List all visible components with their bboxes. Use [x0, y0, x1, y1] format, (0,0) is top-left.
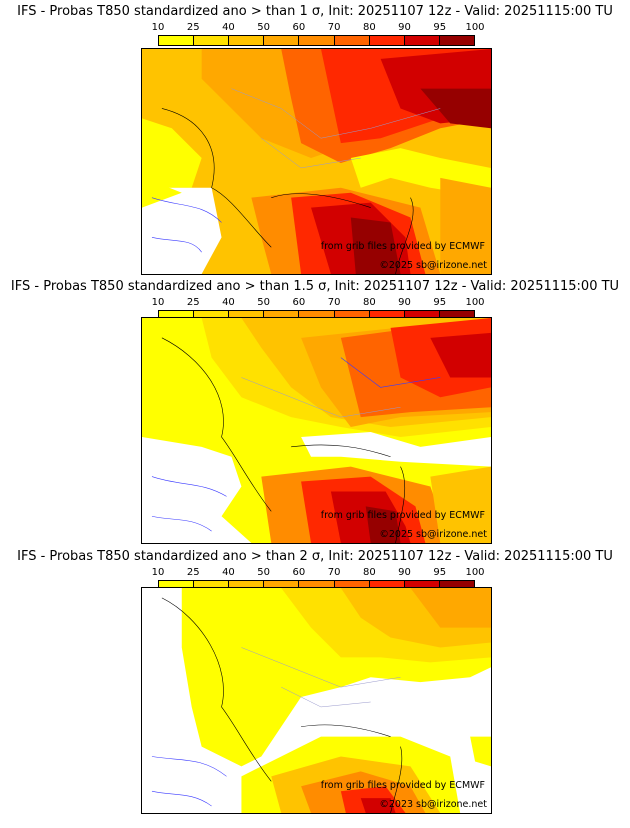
colorbar-segment [439, 311, 474, 320]
colorbar-segment [404, 311, 440, 320]
colorbar-tick-label: 100 [465, 22, 485, 33]
colorbar [158, 580, 475, 591]
colorbar-tick-label: 25 [186, 567, 200, 578]
colorbar-tick-label: 10 [151, 297, 165, 308]
colorbar-tick-label: 80 [362, 22, 376, 33]
probability-map: from grib files provided by ECMWF ©2025 … [141, 48, 492, 275]
colorbar-tick-label: 25 [186, 297, 200, 308]
colorbar-segment [264, 36, 300, 45]
colorbar-tick-label: 50 [257, 22, 271, 33]
colorbar-segment [299, 311, 335, 320]
colorbar-tick-label: 50 [257, 297, 271, 308]
colorbar-tick-label: 40 [222, 297, 235, 308]
credit-copyright: ©2025 sb@irizone.net [379, 260, 487, 271]
colorbar-segment [404, 36, 440, 45]
colorbar-tick-label: 60 [292, 567, 306, 578]
colorbar-segment [299, 36, 335, 45]
map-field-2sigma [142, 588, 491, 813]
colorbar-ticks: 10 25 40 50 60 70 80 90 95 100 [152, 567, 485, 579]
colorbar-segment [264, 581, 300, 590]
colorbar-tick-label: 100 [465, 567, 485, 578]
colorbar-segment [229, 581, 265, 590]
colorbar-tick-label: 95 [433, 567, 447, 578]
colorbar-segment [334, 581, 370, 590]
colorbar-segment [159, 581, 195, 590]
probability-map: from grib files provided by ECMWF ©2025 … [141, 317, 492, 544]
colorbar-tick-label: 70 [327, 297, 341, 308]
colorbar-tick-label: 60 [292, 22, 306, 33]
panel-title: IFS - Probas T850 standardized ano > tha… [17, 4, 613, 19]
colorbar-tick-label: 40 [222, 567, 235, 578]
panel-title: IFS - Probas T850 standardized ano > tha… [17, 549, 613, 564]
colorbar-tick-label: 90 [398, 297, 411, 308]
credit-copyright: ©2025 sb@irizone.net [379, 529, 487, 540]
credit-source: from grib files provided by ECMWF [320, 241, 485, 252]
panel-title: IFS - Probas T850 standardized ano > tha… [10, 279, 620, 294]
colorbar-segment [159, 311, 195, 320]
colorbar-tick-label: 70 [327, 567, 341, 578]
colorbar-tick-label: 50 [257, 567, 271, 578]
credit-copyright: ©2023 sb@irizone.net [379, 799, 487, 810]
colorbar-ticks: 10 25 40 50 60 70 80 90 95 100 [152, 297, 485, 309]
colorbar-segment [369, 36, 405, 45]
colorbar-ticks: 10 25 40 50 60 70 80 90 95 100 [152, 22, 485, 34]
credit-source: from grib files provided by ECMWF [320, 510, 485, 521]
colorbar-segment [369, 581, 405, 590]
colorbar-segment [229, 311, 265, 320]
panel-1sigma: IFS - Probas T850 standardized ano > tha… [0, 4, 630, 276]
colorbar-segment [404, 581, 440, 590]
colorbar-tick-label: 40 [222, 22, 235, 33]
colorbar-segment [229, 36, 265, 45]
panel-2sigma: IFS - Probas T850 standardized ano > tha… [0, 549, 630, 821]
colorbar-segment [439, 36, 474, 45]
colorbar-tick-label: 25 [186, 22, 200, 33]
colorbar-tick-label: 10 [151, 567, 165, 578]
colorbar-segment [264, 311, 300, 320]
colorbar-segment [194, 311, 230, 320]
colorbar-segment [159, 36, 195, 45]
colorbar-tick-label: 60 [292, 297, 306, 308]
panel-1-5sigma: IFS - Probas T850 standardized ano > tha… [0, 279, 630, 547]
colorbar-tick-label: 70 [327, 22, 341, 33]
map-field-1-5sigma [142, 318, 491, 543]
colorbar-tick-label: 90 [398, 22, 411, 33]
colorbar-segment [369, 311, 405, 320]
colorbar-segment [334, 36, 370, 45]
colorbar-tick-label: 95 [433, 297, 447, 308]
credit-source: from grib files provided by ECMWF [320, 780, 485, 791]
colorbar-tick-label: 80 [362, 567, 376, 578]
colorbar [158, 35, 475, 46]
colorbar-segment [194, 36, 230, 45]
colorbar-tick-label: 10 [151, 22, 165, 33]
colorbar-tick-label: 80 [362, 297, 376, 308]
colorbar-segment [299, 581, 335, 590]
colorbar-tick-label: 95 [433, 22, 447, 33]
colorbar-segment [194, 581, 230, 590]
colorbar-segment [334, 311, 370, 320]
colorbar-tick-label: 100 [465, 297, 485, 308]
map-field-1sigma [142, 49, 491, 274]
probability-map: from grib files provided by ECMWF ©2023 … [141, 587, 492, 814]
colorbar-tick-label: 90 [398, 567, 411, 578]
colorbar-segment [439, 581, 474, 590]
